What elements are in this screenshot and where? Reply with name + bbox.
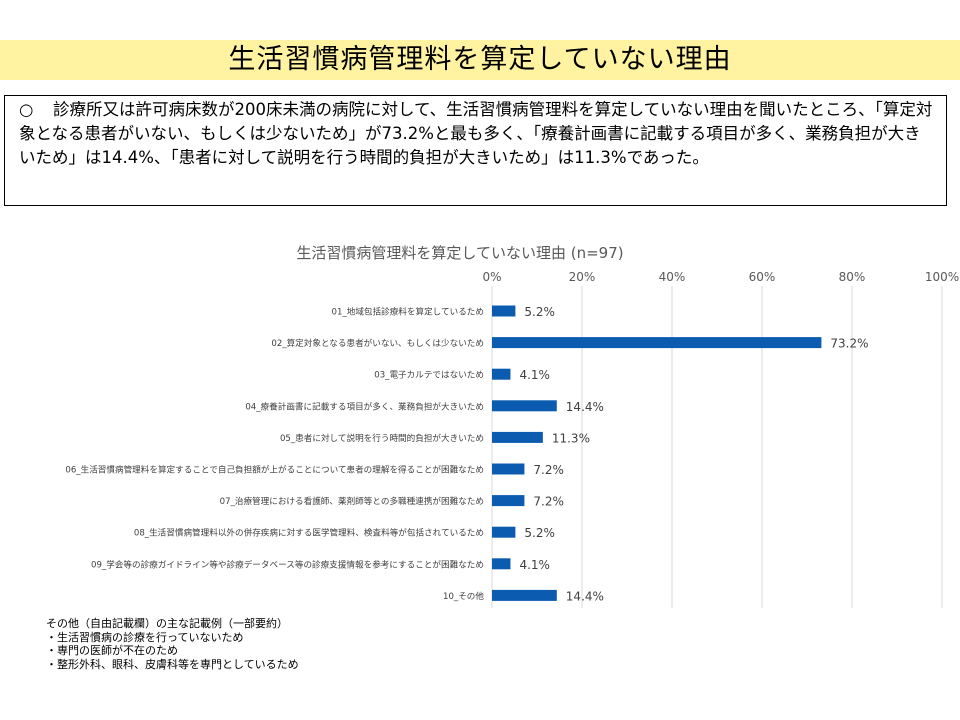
x-tick-label: 20% bbox=[569, 270, 596, 284]
summary-text: 診療所又は許可病床数が200床未満の病院に対して、生活習慣病管理料を算定していな… bbox=[19, 100, 933, 167]
category-label: 01_地域包括診療料を算定しているため bbox=[332, 306, 484, 318]
data-label: 5.2% bbox=[524, 526, 555, 540]
chart-title: 生活習慣病管理料を算定していない理由 (n=97) bbox=[296, 244, 624, 262]
category-label: 04_療養計画書に記載する項目が多く、業務負担が大きいため bbox=[245, 400, 484, 412]
x-tick-label: 0% bbox=[482, 270, 501, 284]
notes: その他（自由記載欄）の主な記載例（一部要約） ・生活習慣病の診療を行っていないた… bbox=[46, 617, 299, 671]
x-tick-label: 60% bbox=[749, 270, 776, 284]
notes-heading: その他（自由記載欄）の主な記載例（一部要約） bbox=[46, 617, 288, 630]
bar bbox=[492, 589, 557, 601]
category-label: 03_電子カルテではないため bbox=[374, 370, 484, 381]
x-tick-label: 100% bbox=[925, 270, 959, 284]
notes-item: ・専門の医師が不在のため bbox=[46, 644, 178, 657]
title-band bbox=[0, 40, 960, 80]
bar bbox=[492, 558, 511, 570]
category-label: 05_患者に対して説明を行う時間的負担が大きいため bbox=[280, 432, 484, 444]
bar bbox=[492, 431, 543, 443]
category-label: 06_生活習慣病管理料を算定することで自己負担額が上がることについて患者の理解を… bbox=[65, 464, 484, 476]
data-label: 11.3% bbox=[552, 431, 590, 445]
data-label: 7.2% bbox=[533, 495, 564, 509]
category-label: 02_算定対象となる患者がいない、もしくは少ないため bbox=[271, 337, 484, 349]
bar bbox=[492, 400, 557, 412]
summary-box: ○ 診療所又は許可病床数が200床未満の病院に対して、生活習慣病管理料を算定してい… bbox=[4, 95, 947, 206]
data-label: 14.4% bbox=[566, 400, 604, 414]
x-tick-label: 40% bbox=[659, 270, 686, 284]
data-label: 5.2% bbox=[524, 305, 555, 319]
bar-chart: 0% 20% 40% 60% 80% 100% 01_地域包括診療料を算定しているため 02… bbox=[65, 270, 959, 608]
data-label: 4.1% bbox=[519, 368, 550, 382]
bar bbox=[492, 337, 822, 349]
data-label: 73.2% bbox=[830, 337, 868, 351]
notes-item: ・生活習慣病の診療を行っていないため bbox=[46, 630, 244, 644]
bar bbox=[492, 495, 525, 507]
category-label: 09_学会等の診療ガイドライン等や診療データベース等の診療支援情報を参考にするこ… bbox=[91, 558, 484, 570]
page-title: 生活習慣病管理料を算定していない理由 bbox=[228, 44, 732, 75]
bar bbox=[492, 368, 511, 380]
bar bbox=[492, 463, 525, 475]
notes-item: ・整形外科、眼科、皮膚科等を専門としているため bbox=[46, 657, 299, 671]
x-tick-label: 80% bbox=[839, 270, 866, 284]
summary-bullet: ○ bbox=[19, 100, 34, 119]
data-label: 14.4% bbox=[566, 589, 604, 603]
bar bbox=[492, 526, 516, 538]
data-label: 7.2% bbox=[533, 463, 564, 477]
category-label: 07_治療管理における看護師、薬剤師等との多職種連携が困難なため bbox=[220, 495, 484, 507]
bar bbox=[492, 305, 516, 317]
category-label: 08_生活習慣病管理料以外の併存疾病に対する医学管理料、検査料等が包括されている… bbox=[134, 527, 484, 539]
data-label: 4.1% bbox=[519, 558, 550, 572]
category-label: 10_その他 bbox=[443, 590, 484, 602]
